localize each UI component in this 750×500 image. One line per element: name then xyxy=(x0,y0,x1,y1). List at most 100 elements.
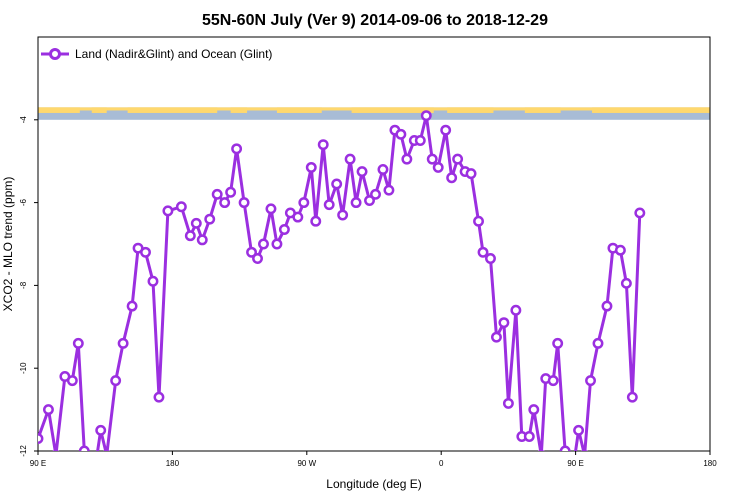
data-point xyxy=(581,449,589,451)
data-point xyxy=(126,300,138,312)
series-group xyxy=(38,110,646,484)
legend-marker xyxy=(49,48,61,60)
x-tick-label: 180 xyxy=(703,459,717,468)
data-point xyxy=(364,195,375,206)
data-point xyxy=(323,199,335,211)
data-point xyxy=(246,246,257,258)
data-point xyxy=(162,205,174,217)
data-point xyxy=(568,468,576,476)
data-point xyxy=(231,143,243,155)
series-line xyxy=(38,114,642,451)
y-tick-label: -4 xyxy=(19,116,28,124)
x-tick-label: 90 E xyxy=(30,459,46,468)
data-point xyxy=(43,404,54,416)
data-point xyxy=(292,211,304,223)
legend: Land (Nadir&Glint) and Ocean (Glint) xyxy=(41,47,272,61)
y-tick-label: -12 xyxy=(19,445,28,457)
data-point xyxy=(510,304,522,316)
x-tick-label: 90 W xyxy=(297,459,316,468)
y-tick-label: -8 xyxy=(19,281,28,289)
data-point xyxy=(278,224,290,235)
data-point xyxy=(547,375,559,387)
data-point xyxy=(72,337,84,349)
data-point xyxy=(552,337,564,349)
data-point xyxy=(103,449,111,451)
data-point xyxy=(491,331,502,343)
data-point xyxy=(370,188,381,200)
data-point xyxy=(377,164,389,175)
data-point xyxy=(258,238,269,250)
data-point xyxy=(219,197,231,209)
data-point xyxy=(473,215,484,227)
y-tick-label: -10 xyxy=(19,362,28,374)
chart-title: 55N-60N July (Ver 9) 2014-09-06 to 2018-… xyxy=(202,12,548,29)
data-point xyxy=(95,424,107,436)
data-point xyxy=(634,207,646,219)
data-point xyxy=(485,253,496,264)
data-point xyxy=(523,431,535,442)
data-point xyxy=(395,128,407,140)
data-point xyxy=(626,391,638,403)
data-point xyxy=(426,153,438,165)
x-tick-label: 90 E xyxy=(567,459,583,468)
x-axis: 90 E 180 90 W 0 90 E 180 xyxy=(30,451,717,468)
data-point xyxy=(317,139,329,151)
data-point xyxy=(298,197,310,209)
data-point xyxy=(573,424,585,436)
data-point xyxy=(225,186,237,198)
data-point xyxy=(147,275,159,287)
data-point xyxy=(337,209,349,221)
data-point xyxy=(110,375,122,387)
y-axis-label: XCO2 - MLO trend (ppm) xyxy=(1,177,15,312)
data-point xyxy=(66,375,78,387)
data-point xyxy=(502,397,514,409)
plot-frame xyxy=(37,36,711,452)
data-point xyxy=(52,449,60,451)
data-point xyxy=(601,300,613,312)
data-point xyxy=(620,277,632,289)
y-tick-label: -6 xyxy=(19,198,28,206)
data-point xyxy=(238,197,250,209)
x-axis-label: Longitude (deg E) xyxy=(326,477,421,491)
data-point xyxy=(271,238,283,250)
data-point xyxy=(592,337,604,349)
legend-label: Land (Nadir&Glint) and Ocean (Glint) xyxy=(75,47,272,61)
data-point xyxy=(446,172,458,184)
data-point xyxy=(117,337,129,349)
data-point xyxy=(383,184,395,196)
land-sea-strip xyxy=(38,107,710,120)
data-point xyxy=(344,153,356,165)
data-point xyxy=(401,153,413,165)
data-point xyxy=(356,166,368,178)
data-point xyxy=(305,161,317,173)
data-point xyxy=(331,178,343,190)
data-point xyxy=(211,188,223,200)
data-point xyxy=(528,404,540,416)
data-point xyxy=(175,201,187,213)
data-point xyxy=(153,391,165,403)
data-point xyxy=(190,217,202,229)
data-point xyxy=(196,234,208,246)
data-point xyxy=(89,476,97,484)
data-point xyxy=(498,317,510,329)
y-axis: -12 -10 -8 -6 -4 xyxy=(19,116,38,457)
data-point xyxy=(477,246,489,258)
data-point xyxy=(38,433,44,445)
data-point xyxy=(432,161,444,173)
data-point xyxy=(465,168,477,180)
data-point xyxy=(204,213,216,225)
data-point xyxy=(414,135,426,146)
data-point xyxy=(614,244,626,256)
data-point xyxy=(184,230,196,242)
data-point xyxy=(559,445,571,451)
data-point xyxy=(440,124,452,136)
data-point xyxy=(420,110,432,122)
land-band xyxy=(38,107,710,111)
data-point xyxy=(452,153,464,165)
data-point xyxy=(252,253,263,264)
data-point xyxy=(265,203,277,215)
x-tick-label: 0 xyxy=(439,459,444,468)
data-point xyxy=(78,445,90,451)
series-layer xyxy=(38,110,646,484)
